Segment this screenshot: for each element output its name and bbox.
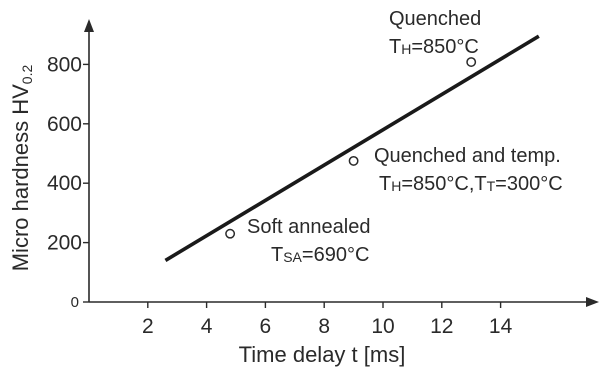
data-point — [348, 155, 359, 166]
x-tick-label: 4 — [201, 315, 213, 338]
annotation-soft-annealed-part-1-text: =690°C — [302, 244, 370, 266]
trend-line — [164, 34, 540, 262]
annotation-quenched-temp-part-1-sub: T — [487, 178, 496, 194]
annotation-quenched-temp: Quenched and temp. TH=850°C,TT=300°C — [374, 145, 563, 195]
data-point — [466, 57, 477, 67]
annotation-quenched-temperature: TH=850°C — [389, 36, 479, 58]
data-point — [225, 228, 236, 239]
annotation-quenched-temp-temperatures: TH=850°C,TT=300°C — [379, 173, 563, 195]
annotation-soft-annealed-part-0-text: T — [271, 244, 283, 266]
y-axis-title-main: Micro hardness HV — [8, 84, 33, 271]
y-tick-label: 200 — [47, 232, 82, 255]
x-tick-label: 10 — [371, 315, 394, 338]
x-tick-label: 12 — [430, 315, 453, 338]
y-tick-label: 600 — [47, 113, 82, 136]
x-tick-label: 8 — [318, 315, 330, 338]
annotation-quenched-part-0-text: T — [389, 36, 401, 58]
annotation-soft-annealed-temperature: TSA=690°C — [271, 244, 369, 266]
annotation-quenched-temp-part-0-text: T — [379, 173, 391, 195]
annotation-quenched-temp-part-0-sub: H — [391, 178, 401, 194]
plot-area: 2 4 6 8 10 12 14 0 200 400 600 800 — [47, 19, 599, 338]
x-tick-label: 6 — [260, 315, 272, 338]
x-tick-label: 2 — [142, 315, 154, 338]
y-tick-label: 400 — [47, 172, 82, 195]
annotation-quenched-part-1-text: =850°C — [411, 36, 479, 58]
y-tick-label: 0 — [71, 294, 79, 311]
annotation-quenched: Quenched TH=850°C — [389, 8, 481, 58]
y-axis-title: Micro hardness HV0.2 — [8, 65, 35, 272]
y-tick-label: 800 — [47, 53, 82, 76]
annotation-quenched-title: Quenched — [389, 8, 481, 30]
annotation-soft-annealed-title: Soft annealed — [247, 216, 370, 238]
x-axis-title: Time delay t [ms] — [239, 342, 406, 367]
x-axis-arrow — [586, 297, 599, 307]
y-axis-arrow — [84, 19, 94, 32]
x-tick-label: 14 — [489, 315, 513, 338]
annotation-quenched-temp-part-2-text: =300°C — [495, 173, 563, 195]
annotation-soft-annealed-part-0-sub: SA — [283, 249, 302, 265]
y-axis-title-subscript: 0.2 — [19, 65, 35, 85]
annotation-quenched-part-0-sub: H — [401, 41, 411, 57]
annotation-quenched-temp-title: Quenched and temp. — [374, 145, 561, 167]
annotation-quenched-temp-part-1-text: =850°C,T — [401, 173, 486, 195]
annotation-soft-annealed: Soft annealed TSA=690°C — [247, 216, 370, 266]
